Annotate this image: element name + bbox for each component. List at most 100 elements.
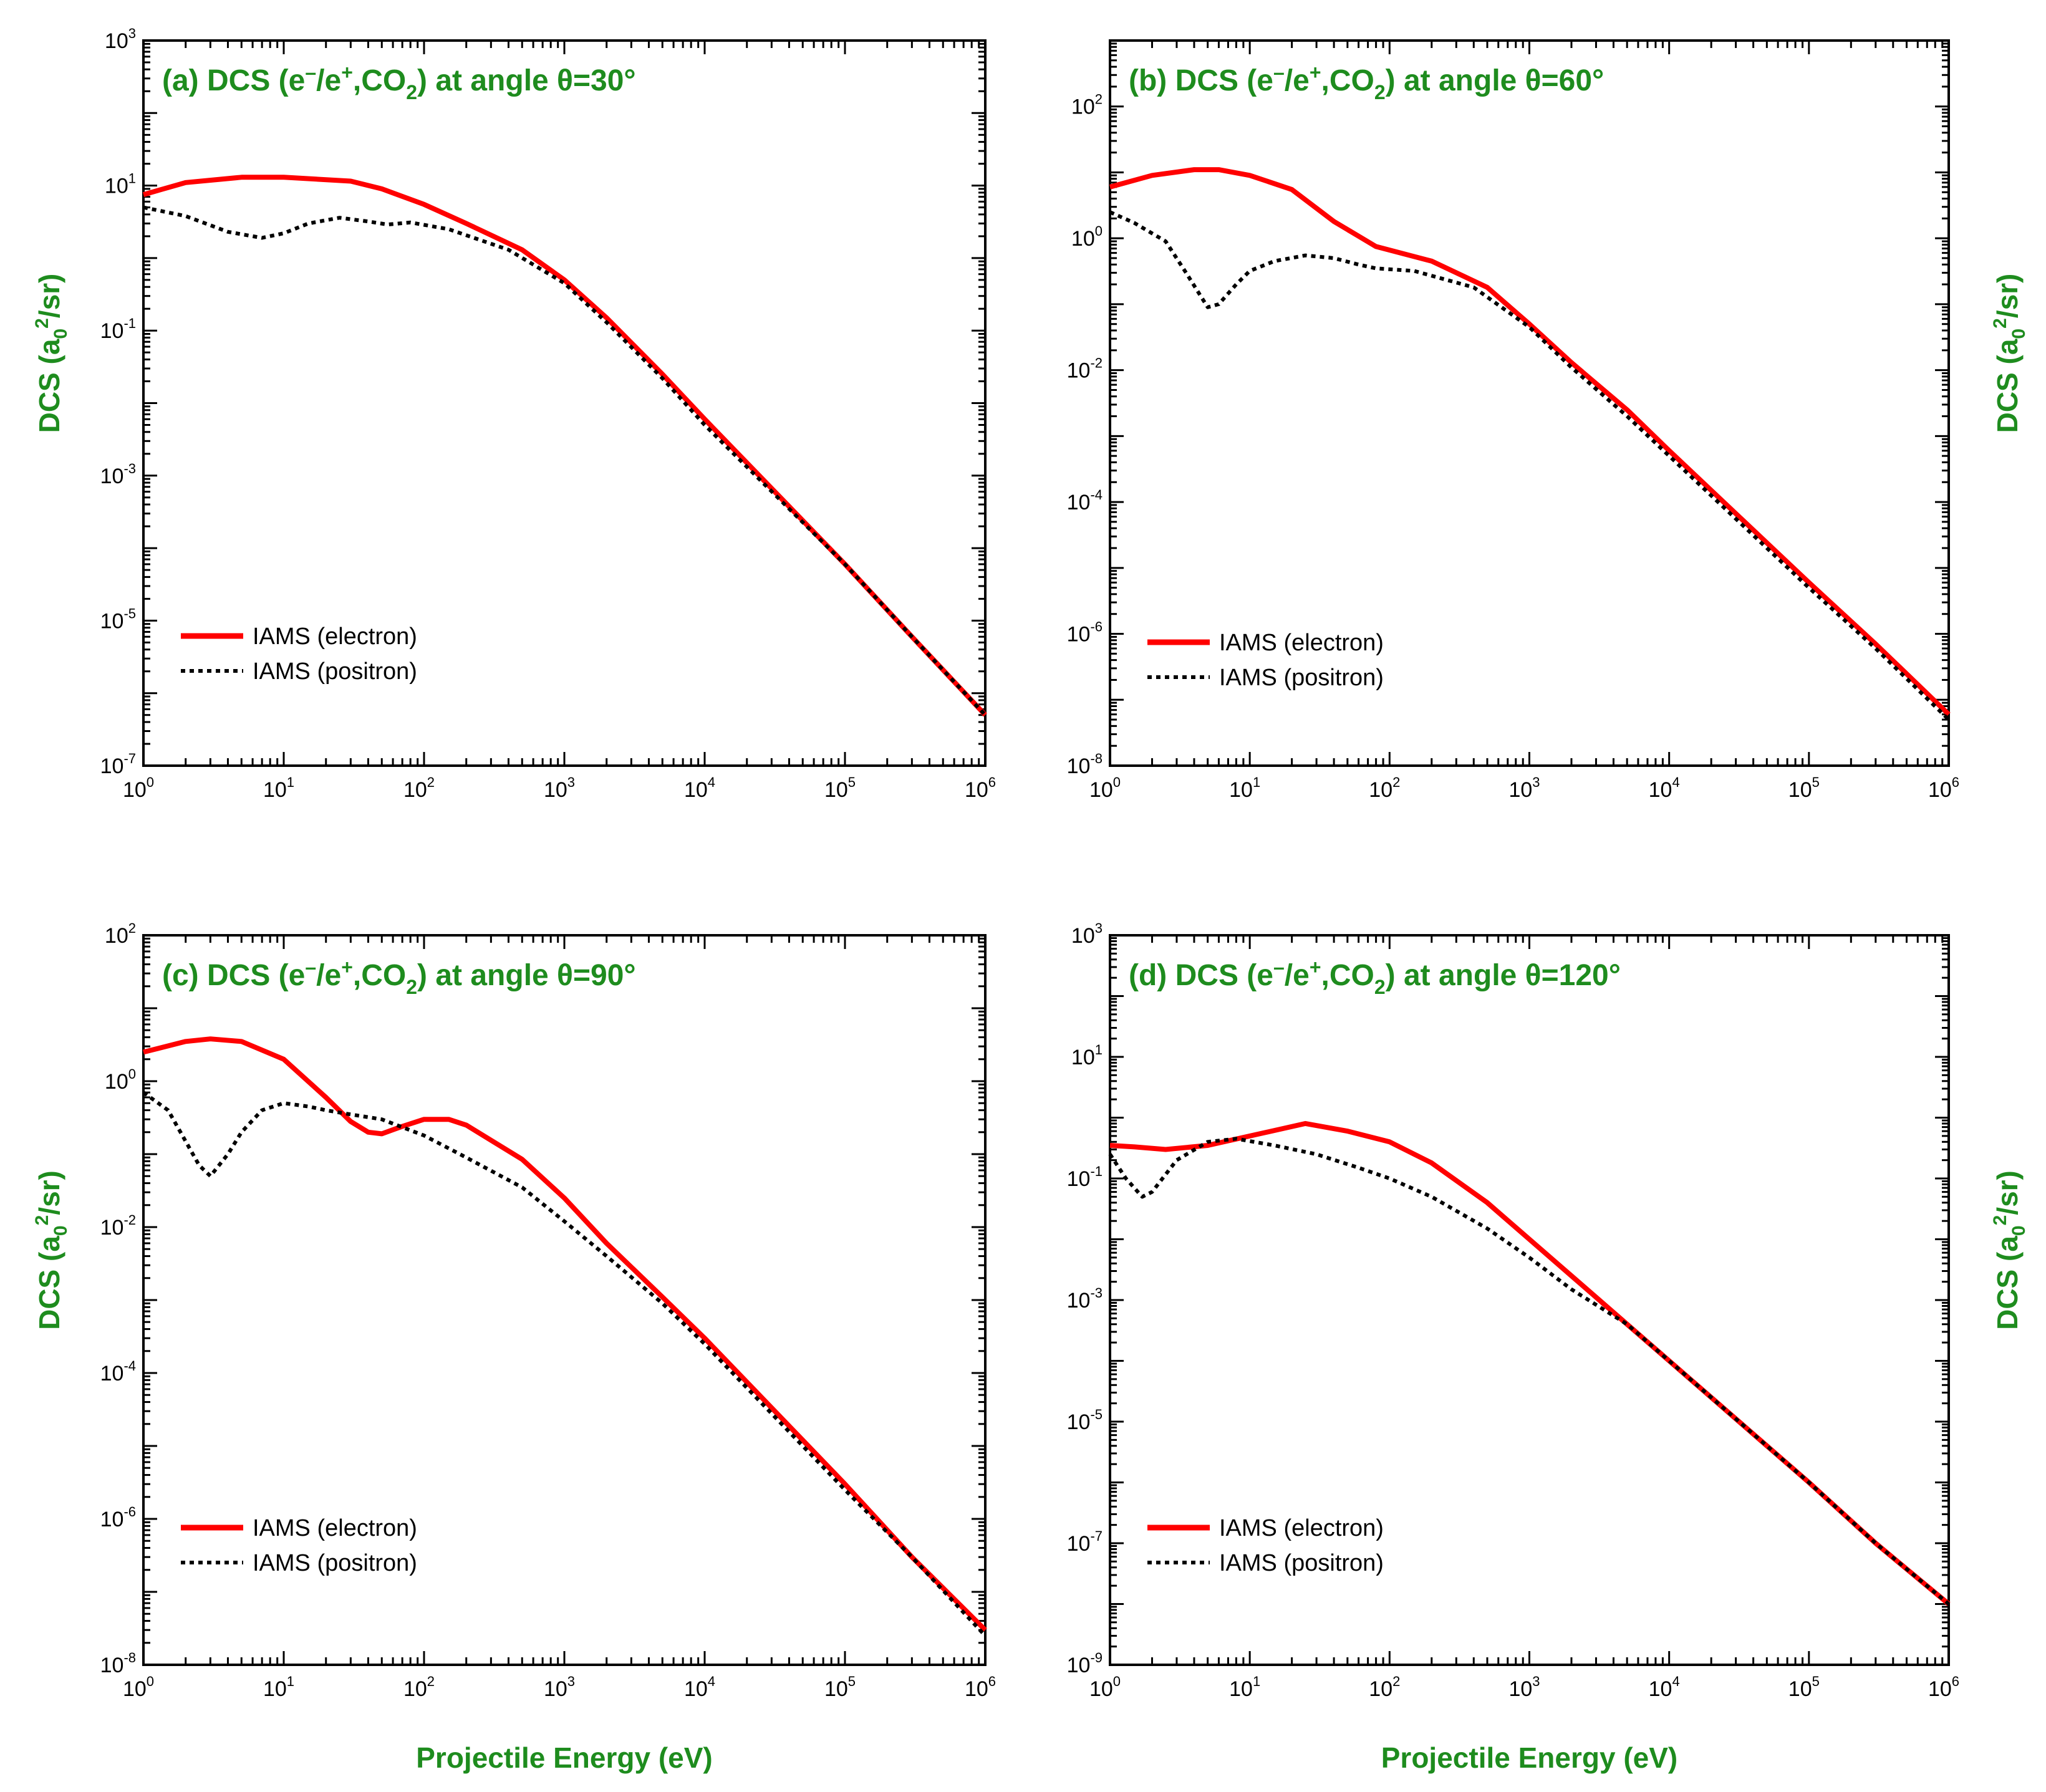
x-tick-base: 10 [544, 1677, 567, 1701]
title-sub: 2 [406, 81, 417, 104]
x-tick-exponent: 0 [1113, 1674, 1121, 1689]
ylabel-sub: 0 [2009, 1225, 2029, 1236]
x-tick-base: 10 [1788, 1677, 1812, 1701]
x-tick-label: 100 [1089, 774, 1121, 802]
x-tick-exponent: 4 [1672, 774, 1679, 790]
y-tick-exponent: 0 [128, 1066, 136, 1082]
panel-title: (b) DCS (e–/e+,CO2) at angle θ=60° [1129, 61, 1604, 104]
y-tick-label: 10-3 [100, 461, 136, 488]
legend-label: IAMS (positron) [1219, 1550, 1384, 1576]
x-tick-label: 104 [684, 774, 715, 802]
x-tick-base: 10 [684, 778, 708, 802]
y-tick-exponent: 3 [128, 26, 136, 41]
series-line-positron [142, 1091, 987, 1637]
y-tick-exponent: -8 [123, 1650, 136, 1665]
y-axis-title: DCS (a02/sr) [1990, 274, 2029, 433]
x-tick-label: 103 [544, 774, 575, 802]
legend-label: IAMS (positron) [1219, 665, 1384, 691]
x-tick-base: 10 [1369, 778, 1392, 802]
y-tick-base: 10 [100, 465, 124, 488]
x-tick-base: 10 [965, 778, 988, 802]
title-sub: 2 [406, 976, 417, 998]
x-tick-base: 10 [123, 778, 147, 802]
legend: IAMS (electron) IAMS (positron) [1147, 630, 1384, 691]
y-tick-base: 10 [1071, 95, 1095, 119]
y-tick-base: 10 [1071, 1046, 1095, 1069]
y-tick-label: 10-3 [1067, 1285, 1103, 1313]
x-tick-base: 10 [123, 1677, 147, 1701]
y-tick-label: 10-6 [100, 1504, 136, 1531]
ylabel-part: /sr) [1991, 1170, 2024, 1215]
x-tick-exponent: 0 [147, 1674, 154, 1689]
x-tick-base: 10 [403, 778, 427, 802]
x-tick-label: 106 [965, 774, 996, 802]
y-tick-base: 10 [100, 609, 124, 633]
title-sup: – [305, 61, 316, 84]
x-tick-base: 10 [824, 1677, 848, 1701]
y-tick-label: 10-7 [100, 751, 136, 778]
y-tick-exponent: -8 [1090, 751, 1103, 766]
y-tick-exponent: -4 [123, 1358, 136, 1374]
title-sup: + [1310, 956, 1321, 978]
x-axis-title: Projectile Energy (eV) [1381, 1741, 1678, 1774]
ylabel-part: /sr) [33, 1170, 65, 1215]
x-tick-exponent: 5 [848, 774, 856, 790]
x-tick-label: 101 [1229, 1674, 1260, 1701]
legend: IAMS (electron) IAMS (positron) [1147, 1515, 1384, 1576]
legend-label: IAMS (positron) [253, 1550, 417, 1576]
x-tick-base: 10 [403, 1677, 427, 1701]
panel-title: (c) DCS (e–/e+,CO2) at angle θ=90° [162, 956, 636, 998]
x-tick-exponent: 5 [848, 1674, 856, 1689]
title-part: ) at angle θ=120° [1386, 959, 1621, 992]
x-tick-exponent: 3 [1532, 774, 1540, 790]
y-tick-base: 10 [1071, 227, 1095, 251]
x-tick-base: 10 [1649, 1677, 1672, 1701]
x-tick-label: 103 [1508, 774, 1540, 802]
x-tick-exponent: 5 [1812, 774, 1820, 790]
y-tick-base: 10 [100, 319, 124, 343]
x-tick-label: 105 [1788, 774, 1820, 802]
x-axis-title: Projectile Energy (eV) [416, 1741, 713, 1774]
x-tick-label: 104 [1649, 1674, 1680, 1701]
y-tick-label: 100 [1071, 223, 1103, 251]
y-tick-exponent: -4 [1090, 487, 1103, 503]
ylabel-sub: 0 [51, 329, 71, 339]
x-tick-base: 10 [824, 778, 848, 802]
y-tick-base: 10 [1067, 1167, 1091, 1191]
x-tick-exponent: 1 [1253, 774, 1260, 790]
chart-panel-c: 100 101 102 103 104 105 10610-810-610-410-2100… [32, 920, 996, 1774]
x-tick-label: 105 [824, 1674, 856, 1701]
y-tick-base: 10 [1067, 1654, 1091, 1677]
y-tick-label: 102 [105, 920, 136, 948]
y-tick-exponent: 1 [128, 171, 136, 186]
x-tick-label: 103 [1508, 1674, 1540, 1701]
legend-label: IAMS (electron) [253, 624, 417, 650]
x-tick-label: 101 [263, 1674, 294, 1701]
x-tick-exponent: 2 [1392, 1674, 1400, 1689]
panel-title: (a) DCS (e–/e+,CO2) at angle θ=30° [162, 61, 636, 104]
x-tick-exponent: 1 [287, 774, 294, 790]
y-tick-label: 10-8 [1067, 751, 1103, 778]
x-tick-exponent: 6 [1952, 774, 1959, 790]
y-tick-exponent: 3 [1095, 920, 1103, 936]
y-tick-exponent: 1 [1095, 1042, 1103, 1057]
title-part: (b) DCS (e [1129, 64, 1273, 97]
y-tick-base: 10 [1067, 1289, 1091, 1313]
y-tick-base: 10 [1071, 924, 1095, 948]
y-tick-base: 10 [105, 1070, 128, 1094]
y-tick-label: 102 [1071, 92, 1103, 119]
y-tick-exponent: -7 [1090, 1528, 1103, 1544]
plot-frame [142, 39, 987, 767]
y-tick-exponent: -5 [123, 605, 136, 621]
title-part: ) at angle θ=90° [417, 959, 636, 992]
plot-frame [1109, 39, 1950, 767]
x-tick-exponent: 0 [1113, 774, 1121, 790]
y-tick-base: 10 [100, 754, 124, 778]
y-tick-exponent: -7 [123, 751, 136, 766]
y-tick-base: 10 [1067, 1410, 1091, 1434]
x-tick-exponent: 0 [147, 774, 154, 790]
y-tick-label: 10-9 [1067, 1650, 1103, 1677]
x-tick-label: 102 [1369, 774, 1400, 802]
x-tick-exponent: 2 [1392, 774, 1400, 790]
series-line-electron [143, 1036, 987, 1632]
